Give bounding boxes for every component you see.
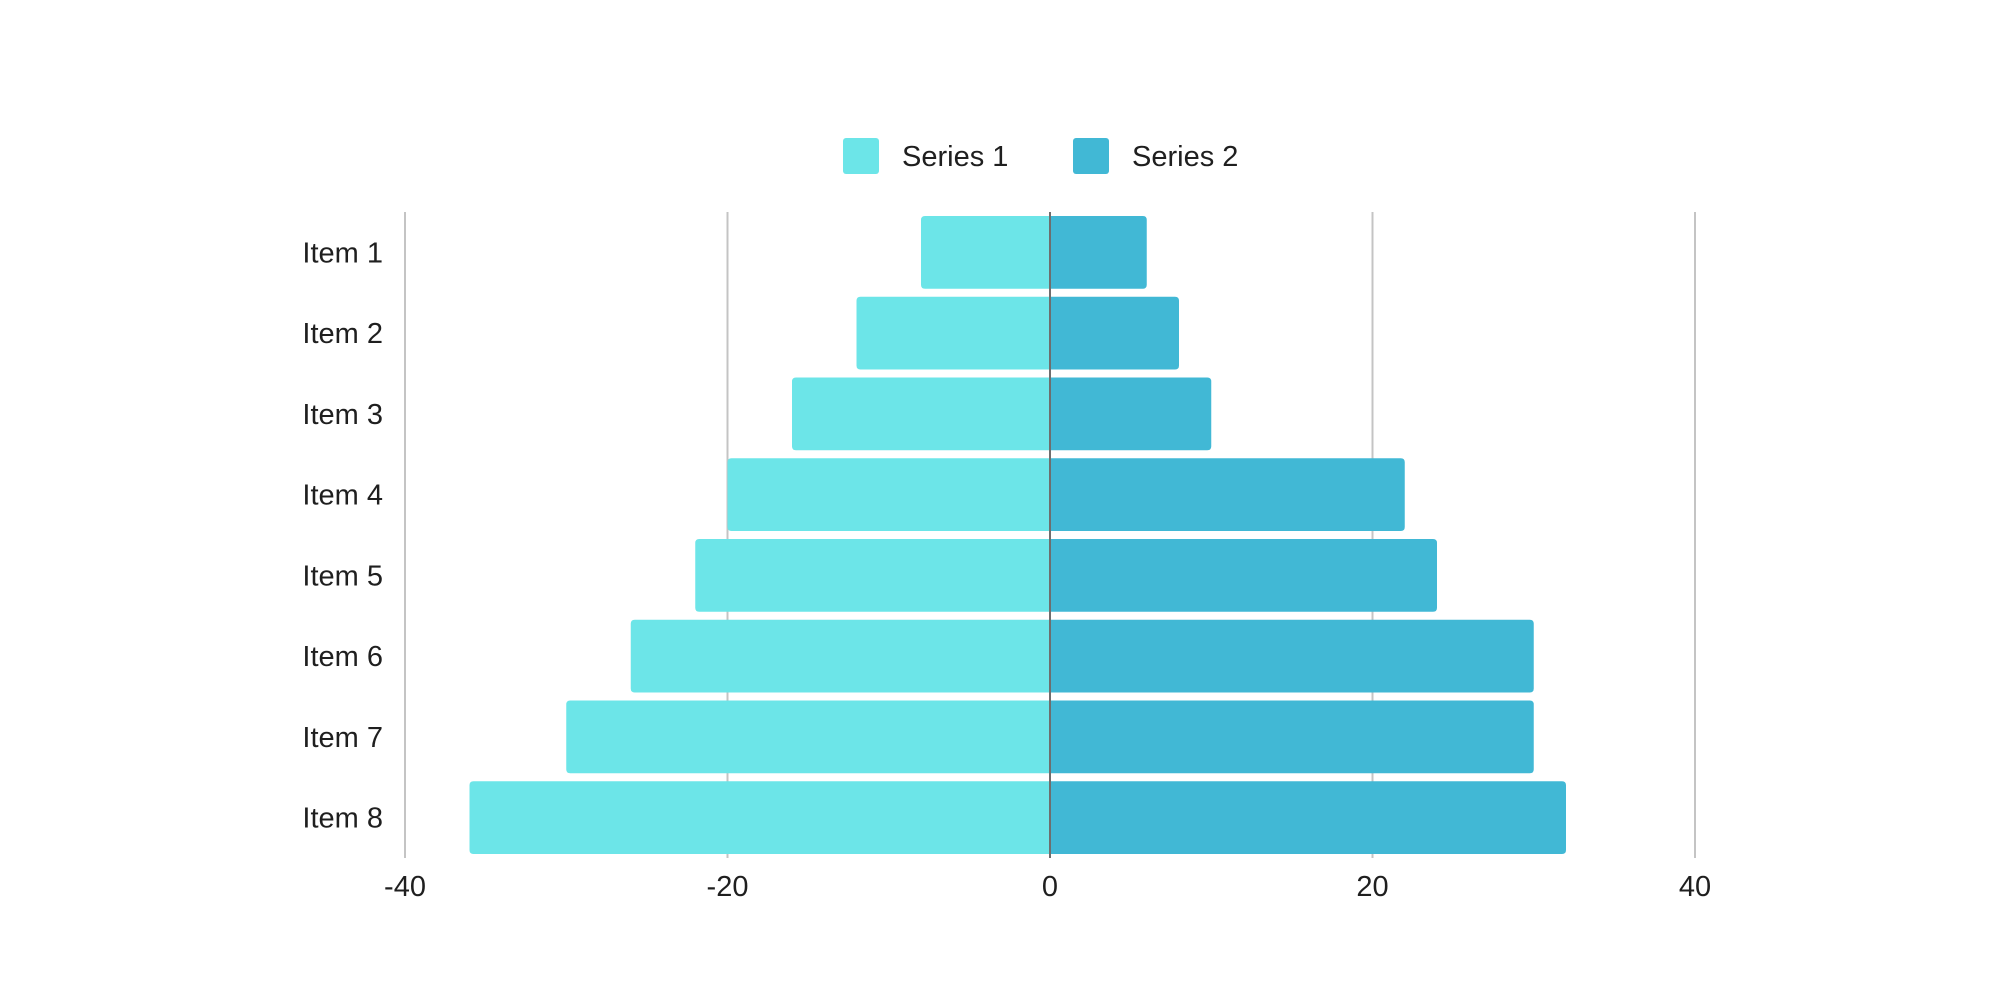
x-tick-labels: -40 -20 0 20 40 bbox=[384, 871, 1711, 903]
bar-series-1-item-5 bbox=[695, 539, 1050, 612]
bar-series-2-item-8 bbox=[1050, 781, 1566, 854]
legend-swatch-series-2 bbox=[1073, 138, 1109, 174]
category-label: Item 7 bbox=[302, 722, 383, 754]
bar-series-2-item-6 bbox=[1050, 619, 1534, 693]
legend-label-series-1: Series 1 bbox=[902, 141, 1008, 173]
bar-series-2-item-5 bbox=[1050, 539, 1437, 612]
x-tick-label: -20 bbox=[707, 871, 749, 903]
category-label: Item 3 bbox=[302, 399, 383, 431]
bar-series-2-item-3 bbox=[1050, 377, 1212, 451]
bar-series-1-item-4 bbox=[727, 458, 1050, 531]
category-label: Item 4 bbox=[302, 480, 383, 512]
category-label: Item 6 bbox=[302, 641, 383, 673]
bar-series-2-item-4 bbox=[1050, 458, 1405, 531]
x-tick-label: 40 bbox=[1679, 871, 1711, 903]
bar-series-2-item-1 bbox=[1050, 216, 1147, 289]
legend: Series 1 Series 2 bbox=[843, 138, 1238, 174]
bar-series-1-item-8 bbox=[469, 781, 1050, 854]
bar-series-2-item-7 bbox=[1050, 700, 1534, 774]
bars bbox=[469, 216, 1566, 854]
legend-swatch-series-1 bbox=[843, 138, 879, 174]
bar-series-1-item-1 bbox=[921, 216, 1050, 289]
bar-series-1-item-6 bbox=[630, 619, 1050, 693]
category-label: Item 1 bbox=[302, 237, 383, 269]
x-tick-label: 20 bbox=[1356, 871, 1388, 903]
category-label: Item 2 bbox=[302, 318, 383, 350]
x-tick-label: -40 bbox=[384, 871, 426, 903]
legend-label-series-2: Series 2 bbox=[1132, 141, 1238, 173]
category-label: Item 8 bbox=[302, 803, 383, 835]
category-label: Item 5 bbox=[302, 560, 383, 592]
bar-series-2-item-2 bbox=[1050, 296, 1179, 370]
bar-series-1-item-7 bbox=[566, 700, 1050, 774]
x-tick-label: 0 bbox=[1042, 871, 1058, 903]
bar-series-1-item-2 bbox=[856, 296, 1050, 370]
category-labels: Item 1 Item 2 Item 3 Item 4 Item 5 Item 6 Item… bbox=[302, 237, 383, 834]
bar-series-1-item-3 bbox=[792, 377, 1050, 451]
